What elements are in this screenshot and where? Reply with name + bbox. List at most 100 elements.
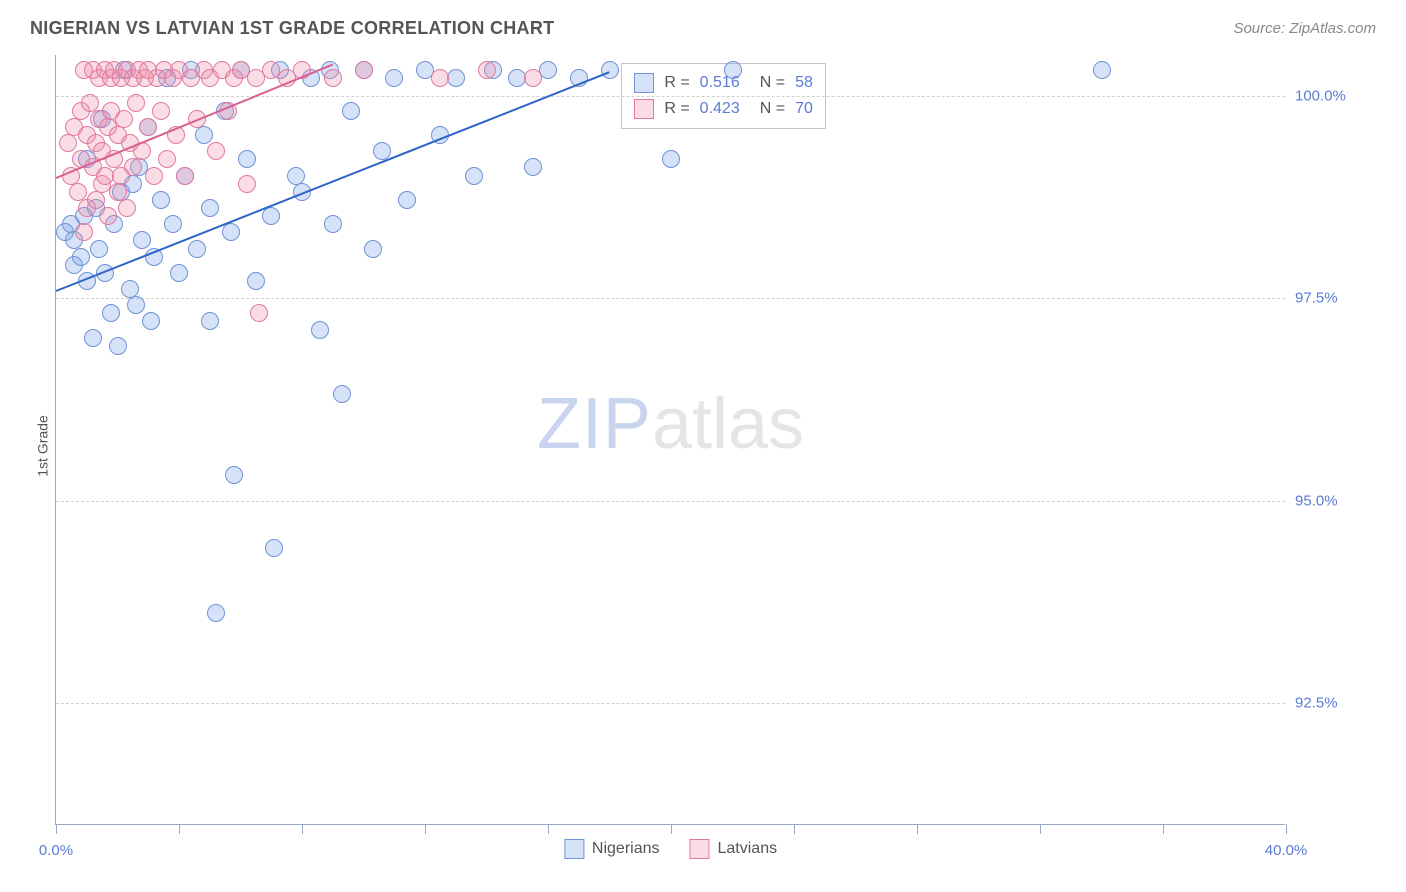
- x-tick-label: 0.0%: [39, 842, 73, 859]
- data-point: [364, 240, 382, 258]
- data-point: [127, 296, 145, 314]
- data-point: [447, 69, 465, 87]
- data-point: [84, 329, 102, 347]
- data-point: [115, 110, 133, 128]
- data-point: [170, 264, 188, 282]
- y-tick-label: 100.0%: [1295, 87, 1375, 104]
- x-tick: [302, 824, 303, 834]
- x-tick: [671, 824, 672, 834]
- stats-row: R = 0.423 N = 70: [634, 96, 813, 122]
- data-point: [601, 61, 619, 79]
- data-point: [524, 158, 542, 176]
- data-point: [311, 321, 329, 339]
- gridline: [56, 703, 1285, 704]
- data-point: [1093, 61, 1111, 79]
- y-axis-label: 1st Grade: [35, 415, 51, 476]
- data-point: [118, 199, 136, 217]
- watermark-atlas: atlas: [652, 384, 804, 464]
- data-point: [225, 466, 243, 484]
- data-point: [69, 183, 87, 201]
- data-point: [201, 312, 219, 330]
- watermark: ZIPatlas: [537, 383, 804, 465]
- stats-n-label: N =: [760, 100, 785, 118]
- data-point: [90, 240, 108, 258]
- data-point: [109, 183, 127, 201]
- data-point: [59, 134, 77, 152]
- y-tick-label: 95.0%: [1295, 492, 1375, 509]
- data-point: [524, 69, 542, 87]
- data-point: [124, 158, 142, 176]
- data-point: [133, 231, 151, 249]
- data-point: [222, 223, 240, 241]
- data-point: [176, 167, 194, 185]
- x-tick: [1040, 824, 1041, 834]
- legend-swatch: [690, 839, 710, 859]
- x-tick-label: 40.0%: [1265, 842, 1308, 859]
- legend: Nigerians Latvians: [564, 839, 777, 859]
- data-point: [145, 167, 163, 185]
- data-point: [142, 312, 160, 330]
- x-tick: [179, 824, 180, 834]
- chart-title: NIGERIAN VS LATVIAN 1ST GRADE CORRELATIO…: [30, 18, 554, 39]
- chart-plot-area: ZIPatlas R =0.516N =58R =0.423N =70 Nige…: [55, 55, 1285, 825]
- data-point: [250, 304, 268, 322]
- data-point: [385, 69, 403, 87]
- data-point: [201, 199, 219, 217]
- stats-n-value: 70: [795, 100, 813, 118]
- data-point: [207, 142, 225, 160]
- legend-swatch: [564, 839, 584, 859]
- data-point: [333, 385, 351, 403]
- data-point: [164, 215, 182, 233]
- legend-item: Latvians: [690, 839, 778, 859]
- x-tick: [1286, 824, 1287, 834]
- data-point: [102, 304, 120, 322]
- stats-n-label: N =: [760, 74, 785, 92]
- y-tick-label: 97.5%: [1295, 290, 1375, 307]
- data-point: [238, 150, 256, 168]
- data-point: [662, 150, 680, 168]
- stats-n-value: 58: [795, 74, 813, 92]
- data-point: [139, 118, 157, 136]
- data-point: [207, 604, 225, 622]
- data-point: [109, 337, 127, 355]
- data-point: [247, 272, 265, 290]
- data-point: [75, 223, 93, 241]
- data-point: [539, 61, 557, 79]
- data-point: [478, 61, 496, 79]
- data-point: [152, 102, 170, 120]
- stats-r-label: R =: [664, 74, 689, 92]
- data-point: [81, 94, 99, 112]
- x-tick: [425, 824, 426, 834]
- data-point: [188, 240, 206, 258]
- stats-r-value: 0.423: [700, 100, 740, 118]
- data-point: [324, 215, 342, 233]
- gridline: [56, 96, 1285, 97]
- data-point: [355, 61, 373, 79]
- data-point: [195, 126, 213, 144]
- gridline: [56, 298, 1285, 299]
- x-tick: [794, 824, 795, 834]
- x-tick: [917, 824, 918, 834]
- data-point: [127, 94, 145, 112]
- stats-swatch: [634, 73, 654, 93]
- stats-r-label: R =: [664, 100, 689, 118]
- data-point: [99, 207, 117, 225]
- data-point: [431, 69, 449, 87]
- gridline: [56, 501, 1285, 502]
- x-tick: [548, 824, 549, 834]
- data-point: [152, 191, 170, 209]
- data-point: [158, 150, 176, 168]
- data-point: [72, 248, 90, 266]
- source-label: Source: ZipAtlas.com: [1233, 20, 1376, 37]
- watermark-zip: ZIP: [537, 384, 652, 464]
- data-point: [87, 191, 105, 209]
- data-point: [724, 61, 742, 79]
- data-point: [265, 539, 283, 557]
- x-tick: [56, 824, 57, 834]
- data-point: [262, 207, 280, 225]
- legend-label: Nigerians: [592, 840, 660, 858]
- legend-label: Latvians: [718, 840, 778, 858]
- legend-item: Nigerians: [564, 839, 660, 859]
- stats-swatch: [634, 99, 654, 119]
- y-tick-label: 92.5%: [1295, 695, 1375, 712]
